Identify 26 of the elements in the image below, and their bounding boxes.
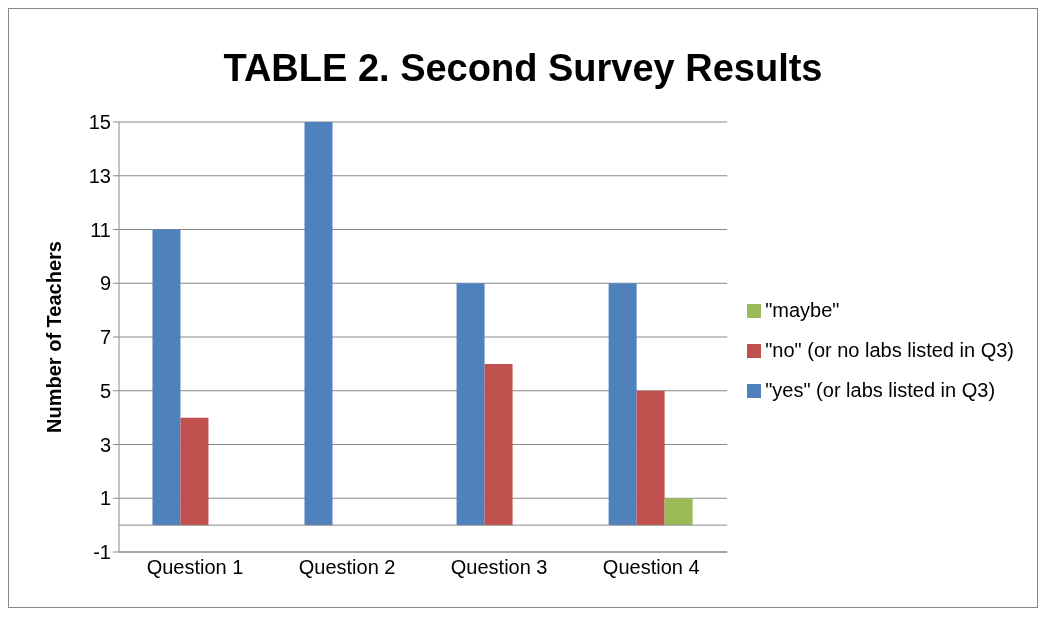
y-tick-label: 1	[99, 487, 111, 510]
bar	[152, 229, 181, 526]
y-axis-title: Number of Teachers	[43, 241, 66, 433]
legend-label: "maybe"	[765, 298, 840, 321]
y-tick-label: 13	[88, 164, 111, 187]
x-tick-label: Question 4	[602, 556, 700, 579]
bar	[180, 417, 209, 526]
y-tick-label: 5	[99, 379, 111, 402]
x-tick-label: Question 2	[298, 556, 396, 579]
bar	[304, 122, 333, 526]
bar	[456, 283, 485, 526]
chart-title: TABLE 2. Second Survey Results	[222, 47, 824, 91]
x-tick-label: Question 1	[146, 556, 244, 579]
bar	[636, 390, 665, 526]
y-tick-label: 7	[99, 326, 111, 349]
y-tick-label: 9	[99, 272, 111, 295]
legend-label: "yes" (or labs listed in Q3)	[765, 378, 996, 401]
y-tick-label: -1	[93, 541, 111, 564]
bar	[608, 283, 637, 526]
y-tick-label: 11	[90, 218, 111, 241]
x-tick-label: Question 3	[450, 556, 548, 579]
bar	[484, 363, 513, 526]
bar	[664, 498, 693, 526]
y-tick-label: 3	[99, 433, 111, 456]
legend-label: "no" (or no labs listed in Q3)	[765, 338, 1014, 361]
y-tick-label: 15	[88, 111, 111, 134]
